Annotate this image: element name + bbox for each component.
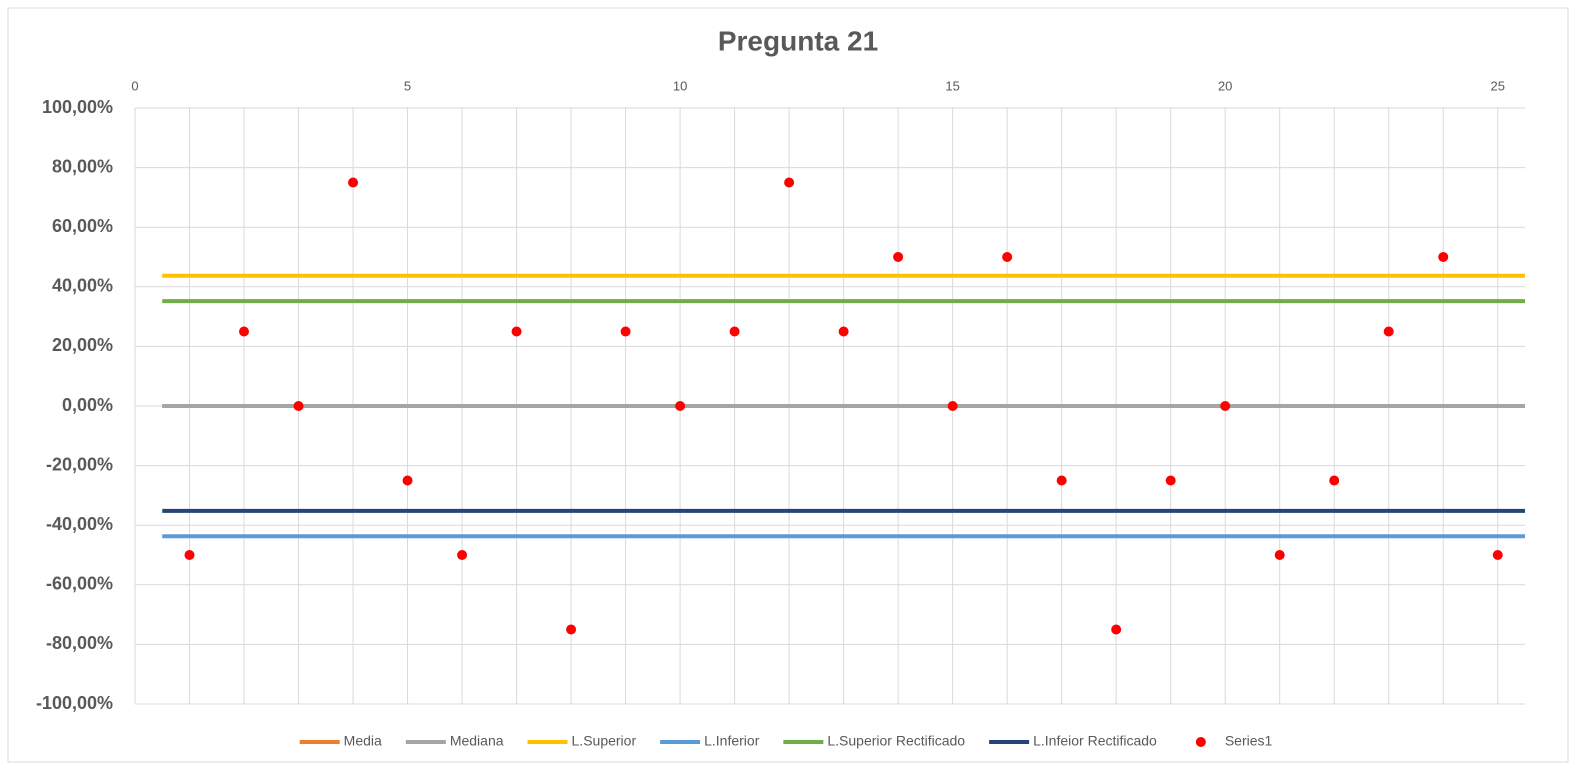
point [566,624,577,635]
legend-swatch [1195,737,1206,747]
point [1383,326,1394,337]
y-tick-label: 60,00% [52,216,113,236]
legend-label: L.Inferior [704,733,760,749]
y-tick-label: -20,00% [46,454,113,474]
x-tick-label: 25 [1491,78,1505,93]
point [1002,252,1013,262]
point [1165,475,1176,486]
point [784,177,795,188]
legend-label: L.Infeior Rectificado [1033,733,1157,749]
point [402,475,413,486]
legend-label: Media [344,733,382,749]
y-tick-label: 80,00% [52,156,113,176]
x-tick-label: 5 [404,78,411,93]
point [838,326,849,337]
legend-label: L.Superior [572,733,637,749]
point [239,326,250,337]
y-tick-label: 40,00% [52,276,113,296]
point [293,401,304,411]
y-tick-label: -100,00% [36,693,113,713]
x-tick-label: 15 [945,78,959,93]
x-tick-label: 10 [673,78,687,93]
legend-label: Mediana [450,733,504,749]
point [348,177,359,188]
point [1274,550,1285,560]
y-tick-label: -80,00% [46,633,113,653]
x-tick-label: 0 [131,78,138,93]
point [729,326,740,337]
y-tick-label: -60,00% [46,574,113,594]
point [1329,475,1340,486]
point [511,326,522,337]
x-tick-label: 20 [1218,78,1232,93]
legend-label: L.Superior Rectificado [827,733,965,749]
y-tick-label: 0,00% [62,395,113,415]
point [457,550,468,560]
point [1438,252,1449,262]
point [675,401,686,411]
y-tick-label: 20,00% [52,335,113,355]
point [1492,550,1503,560]
y-tick-label: 100,00% [42,97,113,117]
legend-label: Series1 [1225,733,1273,749]
point [1056,475,1067,486]
point [1111,624,1122,635]
chart-frame [7,7,1569,763]
point [947,401,958,411]
point [1220,401,1231,411]
point [893,252,904,262]
point [184,550,195,560]
chart-title: Pregunta 21 [718,25,878,56]
y-tick-label: -40,00% [46,514,113,534]
point [620,326,631,337]
